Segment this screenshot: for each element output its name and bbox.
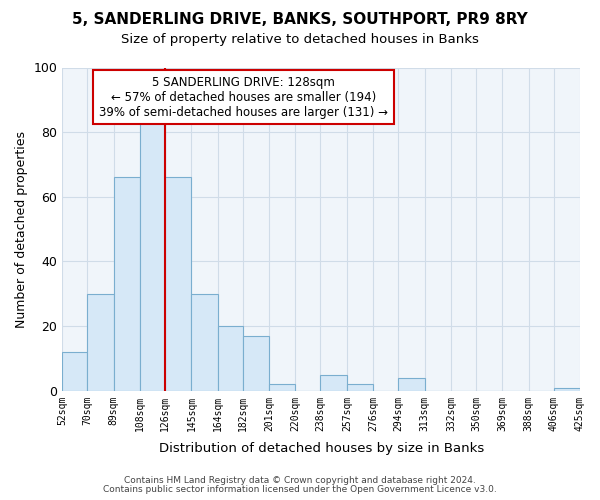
Text: Size of property relative to detached houses in Banks: Size of property relative to detached ho… [121,32,479,46]
Bar [140,119,165,391]
Text: 5 SANDERLING DRIVE: 128sqm
← 57% of detached houses are smaller (194)
39% of sem: 5 SANDERLING DRIVE: 128sqm ← 57% of deta… [99,76,388,118]
Bar [398,378,425,391]
Bar [87,294,113,391]
Bar [347,384,373,391]
Text: Contains public sector information licensed under the Open Government Licence v3: Contains public sector information licen… [103,485,497,494]
Y-axis label: Number of detached properties: Number of detached properties [15,130,28,328]
Bar [243,336,269,391]
Bar [191,294,218,391]
Bar [62,352,87,391]
Bar [554,388,580,391]
Bar [113,178,140,391]
X-axis label: Distribution of detached houses by size in Banks: Distribution of detached houses by size … [158,442,484,455]
Text: 5, SANDERLING DRIVE, BANKS, SOUTHPORT, PR9 8RY: 5, SANDERLING DRIVE, BANKS, SOUTHPORT, P… [72,12,528,28]
Bar [165,178,191,391]
Bar [320,374,347,391]
Bar [269,384,295,391]
Bar [218,326,243,391]
Text: Contains HM Land Registry data © Crown copyright and database right 2024.: Contains HM Land Registry data © Crown c… [124,476,476,485]
